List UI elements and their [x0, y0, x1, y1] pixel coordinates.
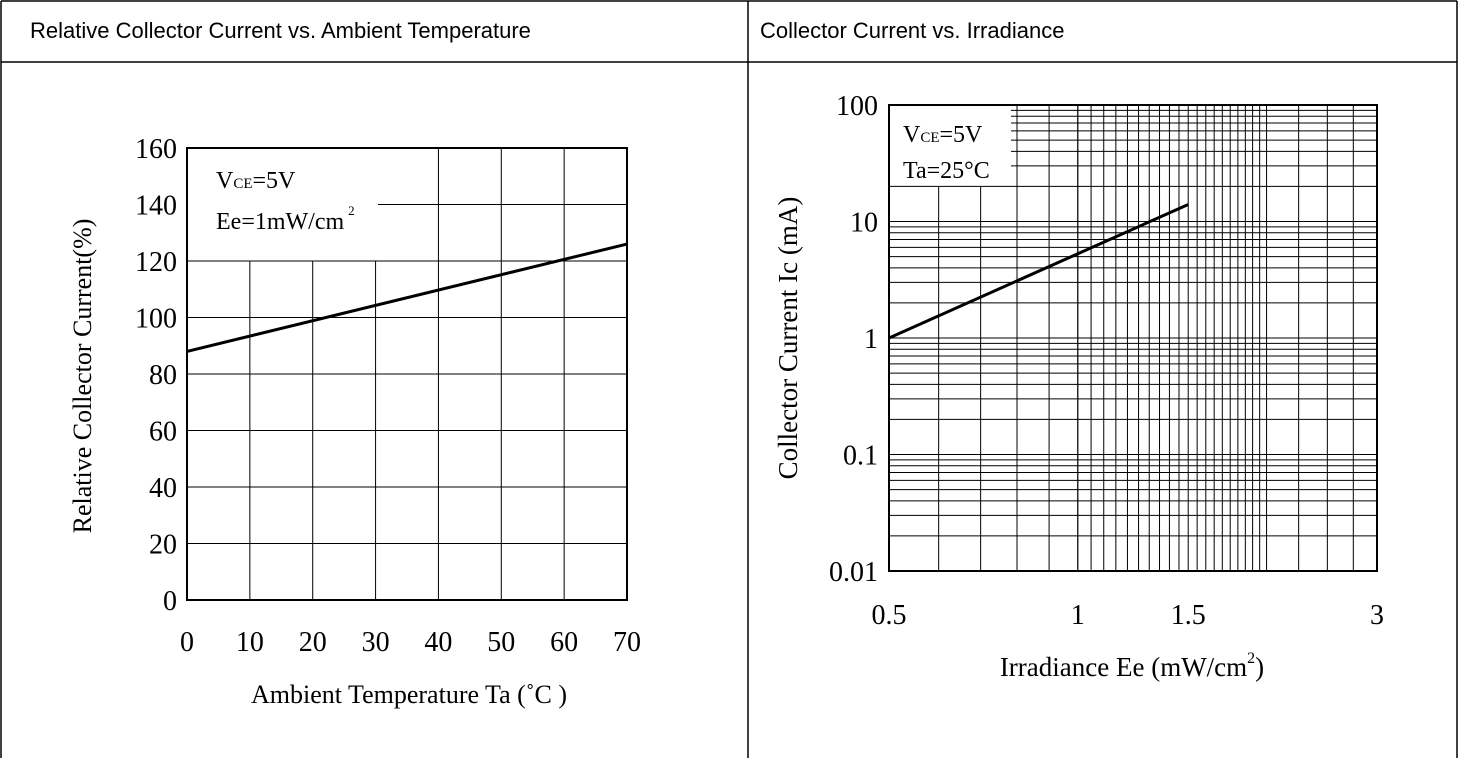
temperature-chart-y-tick-label: 120	[135, 247, 177, 278]
temperature-chart-y-tick-label: 140	[135, 191, 177, 222]
irradiance-chart-y-label: Collector Current Ic (mA)	[773, 197, 803, 480]
irradiance-chart-x-tick-label: 1.5	[1171, 600, 1206, 631]
temperature-chart-x-tick-label: 0	[180, 627, 194, 658]
temperature-chart-x-tick-label: 70	[613, 627, 641, 658]
temperature-chart-curve	[186, 242, 628, 353]
temperature-chart-y-tick-label: 20	[149, 530, 177, 561]
temperature-chart-grid	[187, 148, 627, 600]
left-panel-title: Relative Collector Current vs. Ambient T…	[30, 18, 531, 43]
irradiance-chart-x-label: Irradiance Ee (mW/cm2)	[1000, 650, 1264, 682]
irradiance-chart-series	[888, 203, 1189, 340]
irradiance-chart-grid	[889, 105, 1377, 571]
temperature-chart-y-tick-label: 40	[149, 473, 177, 504]
irradiance-chart-curve	[888, 203, 1189, 340]
temperature-chart-y-tick-label: 60	[149, 417, 177, 448]
temperature-chart-x-tick-label: 30	[362, 627, 390, 658]
temperature-chart-x-tick-label: 50	[487, 627, 515, 658]
temperature-chart-x-tick-label: 60	[550, 627, 578, 658]
temperature-chart-x-tick-label: 10	[236, 627, 264, 658]
temperature-chart-x-ticks: 0 10 20 30 40 50 60 70	[180, 627, 641, 658]
irradiance-chart-ta-label: Ta=25°C	[903, 158, 990, 184]
irradiance-chart-x-tick-label: 0.5	[872, 600, 907, 631]
irradiance-chart-x-tick-label: 3	[1370, 600, 1384, 631]
temperature-chart-ee-label: Ee=1mW/cm 2	[216, 203, 355, 235]
temperature-chart-vce-label: VCE=5V	[216, 168, 296, 194]
temperature-chart-y-tick-label: 80	[149, 360, 177, 391]
irradiance-chart-vce-label: VCE=5V	[903, 122, 983, 148]
right-panel-title: Collector Current vs. Irradiance	[760, 18, 1065, 43]
temperature-chart-y-tick-label: 160	[135, 134, 177, 165]
irradiance-chart: 0.5 1 1.5 3 0.01 0.1 1 10 100 Irradiance Ee (mW…	[773, 91, 1384, 682]
irradiance-chart-y-tick-label: 100	[836, 91, 878, 122]
irradiance-chart-y-ticks: 0.01 0.1 1 10 100	[829, 91, 878, 588]
temperature-chart-x-tick-label: 20	[299, 627, 327, 658]
temperature-chart-y-label: Relative Collector Current(%)	[68, 219, 97, 534]
irradiance-chart-y-tick-label: 10	[850, 208, 878, 239]
temperature-chart: 0 10 20 30 40 50 60 70 0 20 40 60 80 100 120 140 160 Am…	[68, 134, 641, 709]
temperature-chart-y-tick-label: 0	[163, 586, 177, 617]
temperature-chart-x-tick-label: 40	[424, 627, 452, 658]
irradiance-chart-x-tick-label: 1	[1071, 600, 1085, 631]
temperature-chart-y-ticks: 0 20 40 60 80 100 120 140 160	[135, 134, 177, 617]
temperature-chart-series	[186, 242, 628, 353]
irradiance-chart-y-tick-label: 0.1	[843, 441, 878, 472]
temperature-chart-x-label: Ambient Temperature Ta (˚C )	[251, 680, 567, 709]
irradiance-chart-y-tick-label: 1	[864, 324, 878, 355]
irradiance-chart-y-tick-label: 0.01	[829, 557, 878, 588]
temperature-chart-y-tick-label: 100	[135, 304, 177, 335]
temperature-chart-plot-area	[186, 147, 628, 601]
irradiance-chart-x-ticks: 0.5 1 1.5 3	[872, 600, 1385, 631]
